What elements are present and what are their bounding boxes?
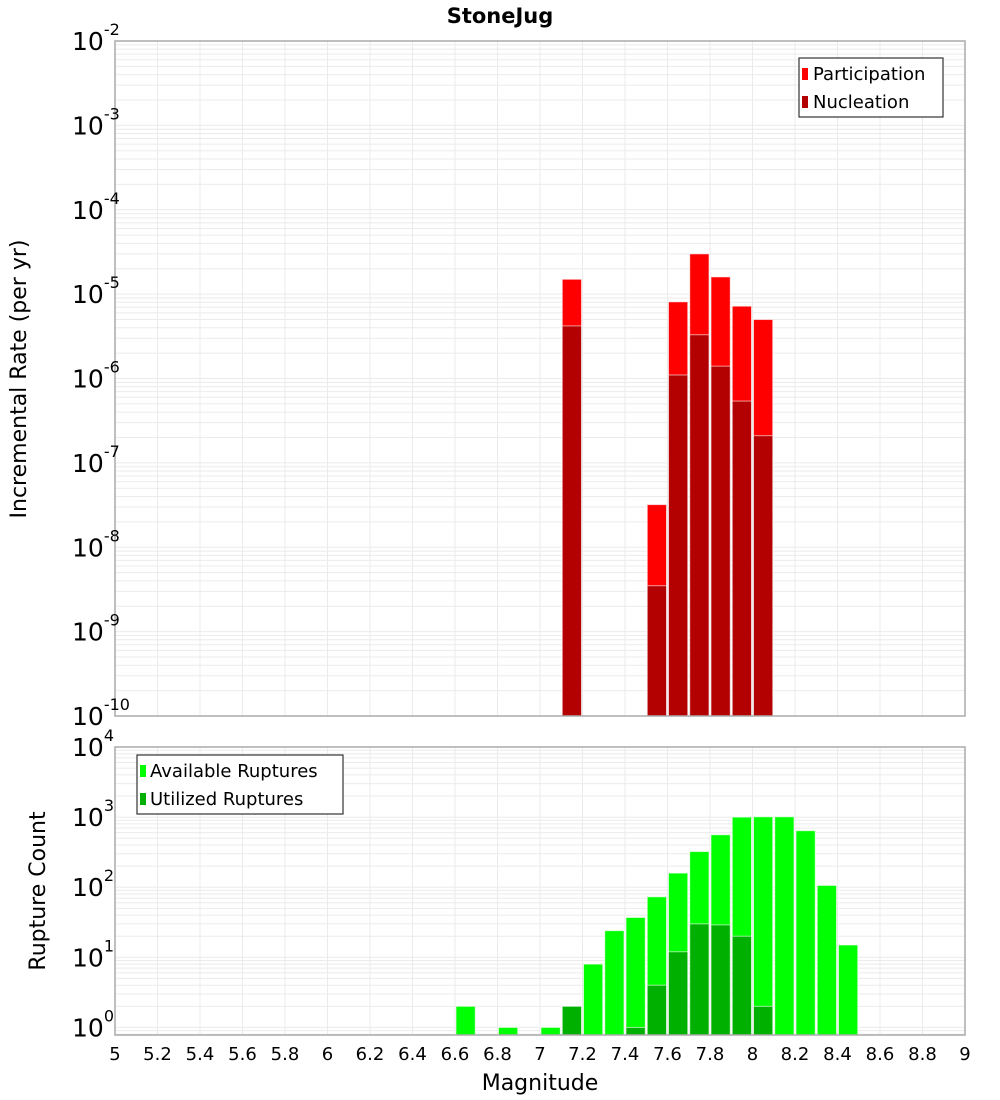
bottom-bar-available-ruptures [625,916,646,1036]
top-bar-nucleation [753,435,774,717]
top-y-tick-label: 10-10 [72,695,130,731]
bottom-bar-available-ruptures [455,1005,476,1036]
x-tick-label: 8.6 [866,1044,895,1065]
bottom-bar-utilized-ruptures [668,951,689,1036]
top-y-tick-label: 10-2 [72,20,120,56]
x-tick-label: 5.4 [186,1044,215,1065]
bottom-bar-available-ruptures [540,1026,561,1036]
x-tick-label: 9 [959,1044,970,1065]
top-y-tick-label: 10-7 [72,442,120,478]
top-bar-nucleation [710,365,731,717]
top-bar-nucleation [689,334,710,717]
top-legend-box [798,57,944,118]
nucleation-legend-label: Nucleation [813,92,909,113]
bottom-bar-available-ruptures [583,963,604,1036]
bottom-y-axis-label: Rupture Count [26,811,51,971]
x-ticks: 5 5.2 5.4 5.6 5.8 6 6.2 6.4 6.6 6.8 7 7.2 7.4 7.6 7.8 8… [109,1044,970,1065]
x-tick-label: 8.2 [781,1044,810,1065]
x-tick-label: 7.8 [696,1044,725,1065]
x-tick-label: 7.6 [653,1044,682,1065]
x-tick-label: 6 [322,1044,333,1065]
chart-title: StoneJug [447,4,554,28]
x-tick-label: 6.8 [483,1044,512,1065]
x-tick-label: 6.6 [441,1044,470,1065]
x-tick-label: 8 [747,1044,758,1065]
bottom-bar-utilized-ruptures [561,1005,582,1036]
x-tick-label: 5.2 [143,1044,172,1065]
top-legend: Participation Nucleation [798,57,944,118]
participation-legend-swatch [802,68,808,80]
top-y-tick-label: 10-6 [72,358,120,394]
available-legend-swatch [140,765,146,777]
bottom-bar-available-ruptures [838,944,859,1036]
bottom-bar-utilized-ruptures [731,935,752,1036]
bottom-y-tick-label: 104 [72,726,114,762]
bottom-bar-available-ruptures [604,930,625,1036]
bottom-y-tick-label: 101 [72,936,114,972]
bottom-y-tick-label: 100 [72,1006,114,1042]
bottom-bar-available-ruptures [774,816,795,1036]
top-y-axis-label: Incremental Rate (per yr) [7,240,32,519]
bottom-y-tick-label: 103 [72,796,114,832]
x-tick-label: 7.4 [611,1044,640,1065]
top-y-tick-label: 10-8 [72,526,120,562]
top-y-tick-label: 10-4 [72,189,120,225]
top-bar-nucleation [646,585,667,717]
bottom-bar-utilized-ruptures [753,1005,774,1036]
bottom-bar-available-ruptures [795,830,816,1036]
bottom-plot-border [114,746,966,1036]
top-y-ticks: 10-10 10-9 10-8 10-7 10-6 10-5 10-4 10-3 10-2 [72,20,130,731]
available-legend-label: Available Ruptures [150,761,318,782]
bottom-plot: 100 101 102 103 104 5 5.2 5.4 5.6 5.8 6 6.2 6.4 6.6 6… [26,726,971,1096]
top-grid [114,41,966,717]
bottom-legend: Available Ruptures Utilized Ruptures [136,754,344,815]
top-y-tick-label: 10-9 [72,611,120,647]
top-plot-border [114,40,966,717]
x-tick-label: 6.2 [356,1044,385,1065]
bottom-y-tick-label: 102 [72,866,114,902]
x-tick-label: 7.2 [568,1044,597,1065]
bottom-y-ticks: 100 101 102 103 104 [72,726,114,1042]
x-tick-label: 5 [109,1044,120,1065]
top-bar-nucleation [731,400,752,717]
bottom-bars [455,816,859,1036]
top-plot: 10-10 10-9 10-8 10-7 10-6 10-5 10-4 10-3 10-2 In… [7,20,966,731]
x-tick-label: 6.4 [398,1044,427,1065]
top-y-tick-label: 10-5 [72,273,120,309]
x-tick-label: 5.6 [228,1044,257,1065]
bottom-legend-box [136,754,344,815]
top-bar-nucleation [668,374,689,717]
x-tick-label: 7 [534,1044,545,1065]
x-tick-label: 8.8 [908,1044,937,1065]
bottom-bar-utilized-ruptures [689,923,710,1036]
bottom-bar-utilized-ruptures [625,1026,646,1036]
utilized-legend-label: Utilized Ruptures [150,789,303,810]
utilized-legend-swatch [140,793,146,805]
bottom-bar-available-ruptures [753,816,774,1036]
x-tick-label: 8.4 [823,1044,852,1065]
participation-legend-label: Participation [813,64,925,85]
x-axis-label: Magnitude [482,1071,599,1096]
top-y-tick-label: 10-3 [72,104,120,140]
x-tick-label: 5.8 [271,1044,300,1065]
bottom-bar-utilized-ruptures [646,984,667,1036]
bottom-bar-available-ruptures [498,1026,519,1036]
bottom-bar-utilized-ruptures [710,924,731,1036]
top-bar-nucleation [561,325,582,717]
nucleation-legend-swatch [802,96,808,108]
bottom-bar-available-ruptures [816,884,837,1036]
